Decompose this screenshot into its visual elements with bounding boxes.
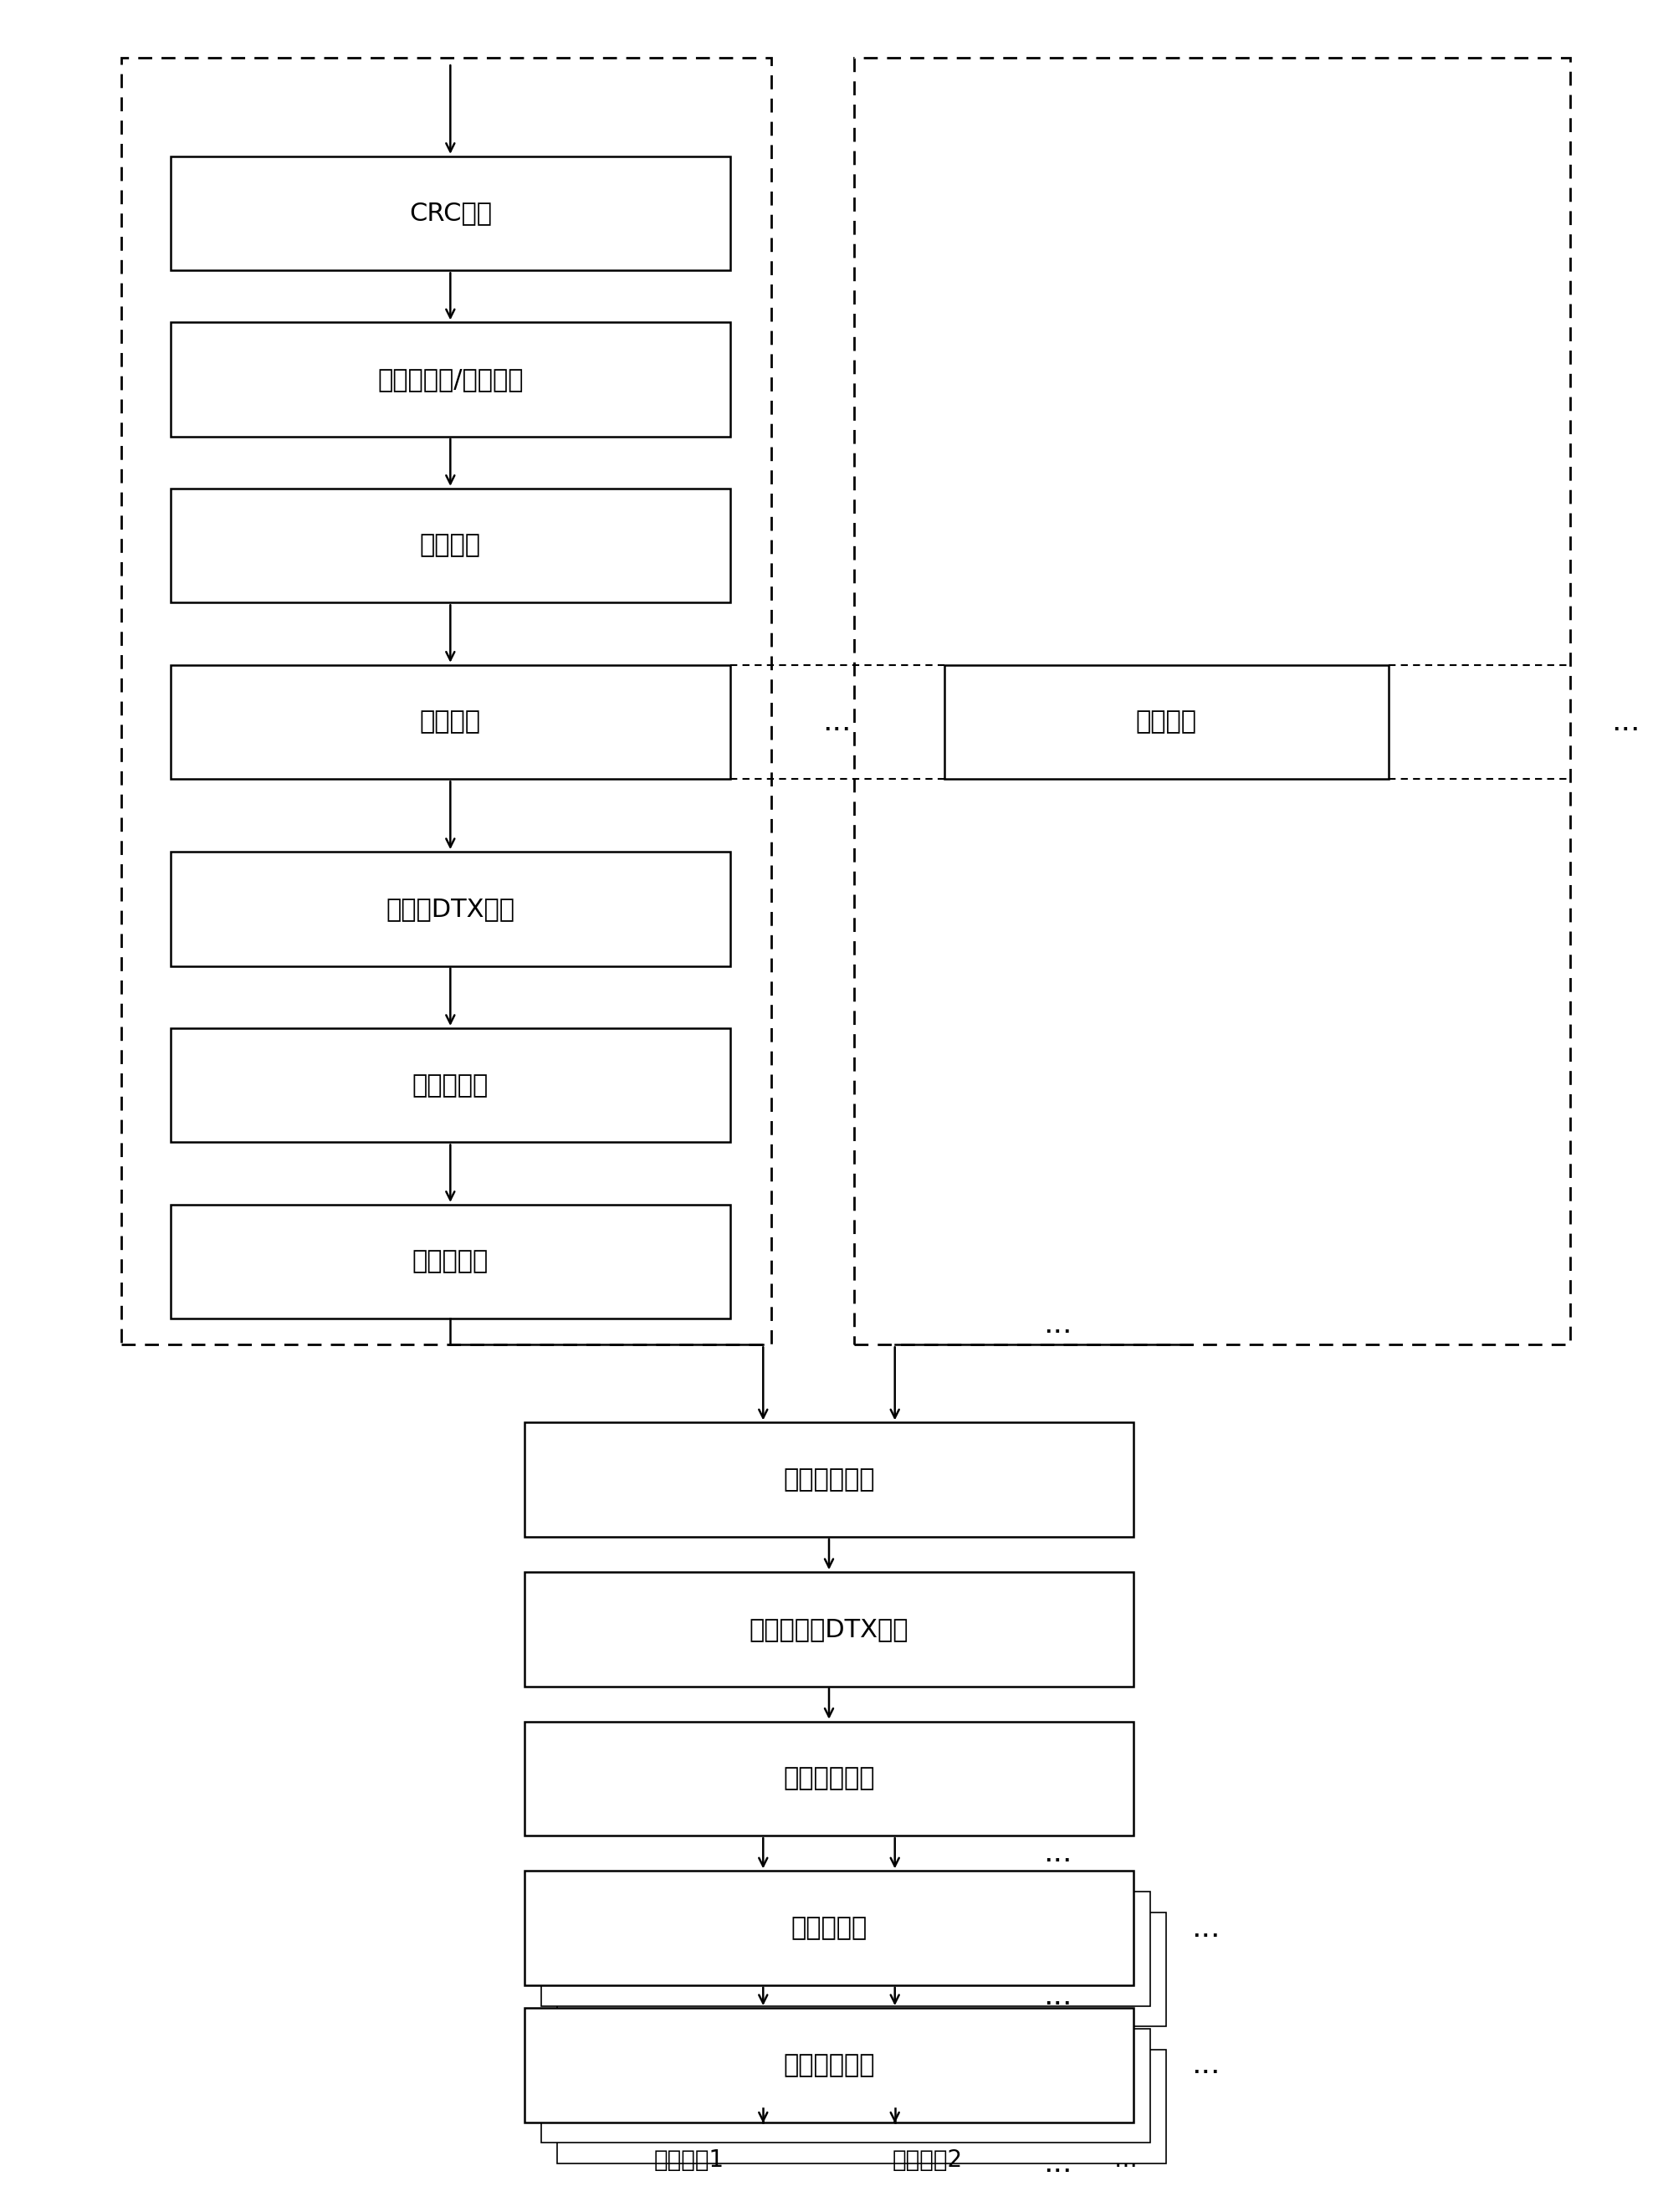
Bar bbox=[171, 1206, 730, 1318]
Text: 物理信道映射: 物理信道映射 bbox=[783, 2053, 875, 2077]
Text: 传输信道复用: 传输信道复用 bbox=[783, 1467, 875, 1491]
Text: 传输块串连/码块分段: 传输块串连/码块分段 bbox=[378, 367, 524, 392]
Text: ...: ... bbox=[1043, 1310, 1071, 1338]
Text: 速率匹配: 速率匹配 bbox=[419, 710, 481, 734]
Bar bbox=[524, 1871, 1134, 1984]
Bar bbox=[557, 2051, 1167, 2163]
Text: 第二次插入DTX指示: 第二次插入DTX指示 bbox=[749, 1617, 909, 1641]
Text: 信道编码: 信道编码 bbox=[419, 533, 481, 557]
Text: ...: ... bbox=[822, 708, 852, 737]
Text: 第二次交织: 第二次交织 bbox=[791, 1916, 867, 1940]
Bar bbox=[121, 58, 771, 1345]
Bar bbox=[171, 852, 730, 967]
Bar bbox=[171, 666, 730, 779]
Text: …: … bbox=[1114, 2148, 1137, 2172]
Bar bbox=[171, 489, 730, 602]
Bar bbox=[171, 1029, 730, 1141]
Bar bbox=[541, 2028, 1151, 2143]
Bar bbox=[524, 2008, 1134, 2121]
Text: CRC校验: CRC校验 bbox=[410, 201, 492, 226]
Text: ...: ... bbox=[1612, 708, 1640, 737]
Text: 速率匹配: 速率匹配 bbox=[1136, 710, 1197, 734]
Bar bbox=[171, 323, 730, 436]
Text: 第一次DTX指示: 第一次DTX指示 bbox=[386, 896, 514, 920]
Text: 传输信道2: 传输信道2 bbox=[892, 2148, 963, 2172]
Text: ...: ... bbox=[1190, 2051, 1220, 2079]
Text: 第一次交织: 第一次交织 bbox=[413, 1073, 489, 1097]
Text: ...: ... bbox=[1043, 1838, 1071, 1867]
Bar bbox=[524, 1573, 1134, 1686]
Bar bbox=[854, 58, 1570, 1345]
Text: ...: ... bbox=[1043, 1982, 1071, 2011]
Bar bbox=[524, 1721, 1134, 1836]
Bar bbox=[945, 666, 1389, 779]
Text: ...: ... bbox=[1190, 1913, 1220, 1942]
Text: 无线帧均衡: 无线帧均衡 bbox=[413, 1250, 489, 1274]
Bar bbox=[541, 1891, 1151, 2006]
Text: 物理信道分段: 物理信道分段 bbox=[783, 1767, 875, 1792]
Text: ...: ... bbox=[1043, 2150, 1071, 2179]
Text: 传输信道1: 传输信道1 bbox=[653, 2148, 725, 2172]
Bar bbox=[171, 157, 730, 270]
Bar bbox=[557, 1913, 1167, 2026]
Bar bbox=[524, 1422, 1134, 1537]
